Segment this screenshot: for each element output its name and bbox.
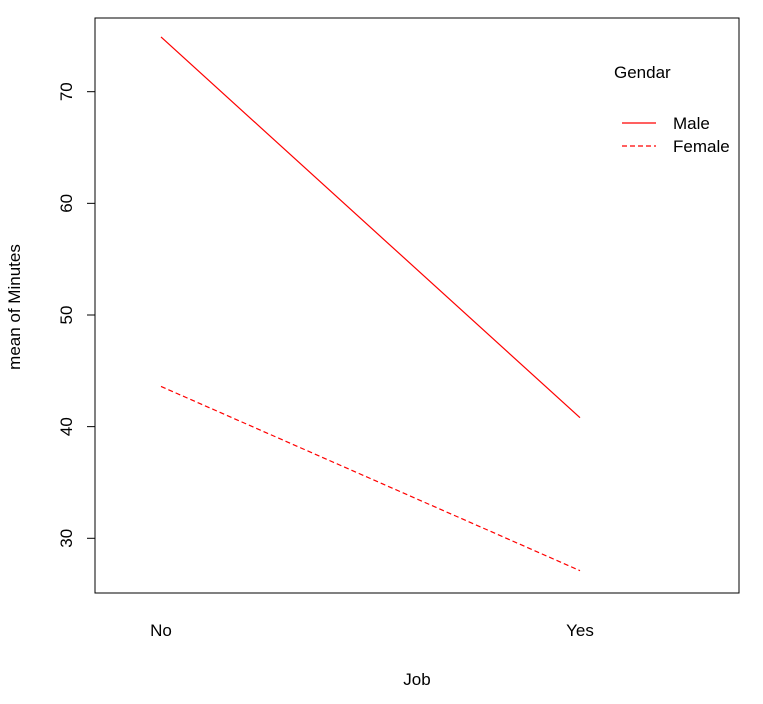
legend-title: Gendar (614, 63, 671, 82)
plot-frame (94, 17, 740, 594)
legend-label-female: Female (673, 137, 730, 156)
y-tick-label-40: 40 (57, 417, 76, 436)
x-tick-label-no: No (150, 621, 172, 640)
series-line-female (160, 385, 581, 572)
x-axis: No Yes (150, 621, 594, 640)
y-tick-label-60: 60 (57, 194, 76, 213)
y-tick-label-70: 70 (57, 82, 76, 101)
legend-label-male: Male (673, 114, 710, 133)
x-tick-label-yes: Yes (566, 621, 594, 640)
series-line-male (160, 36, 581, 419)
y-axis: 30 40 50 60 70 (57, 82, 96, 548)
x-axis-label: Job (403, 670, 430, 689)
y-tick-label-30: 30 (57, 529, 76, 548)
y-axis-label: mean of Minutes (5, 244, 24, 370)
series-layer (160, 36, 581, 572)
y-tick-label-50: 50 (57, 306, 76, 325)
legend: Gendar Male Female (614, 63, 730, 156)
